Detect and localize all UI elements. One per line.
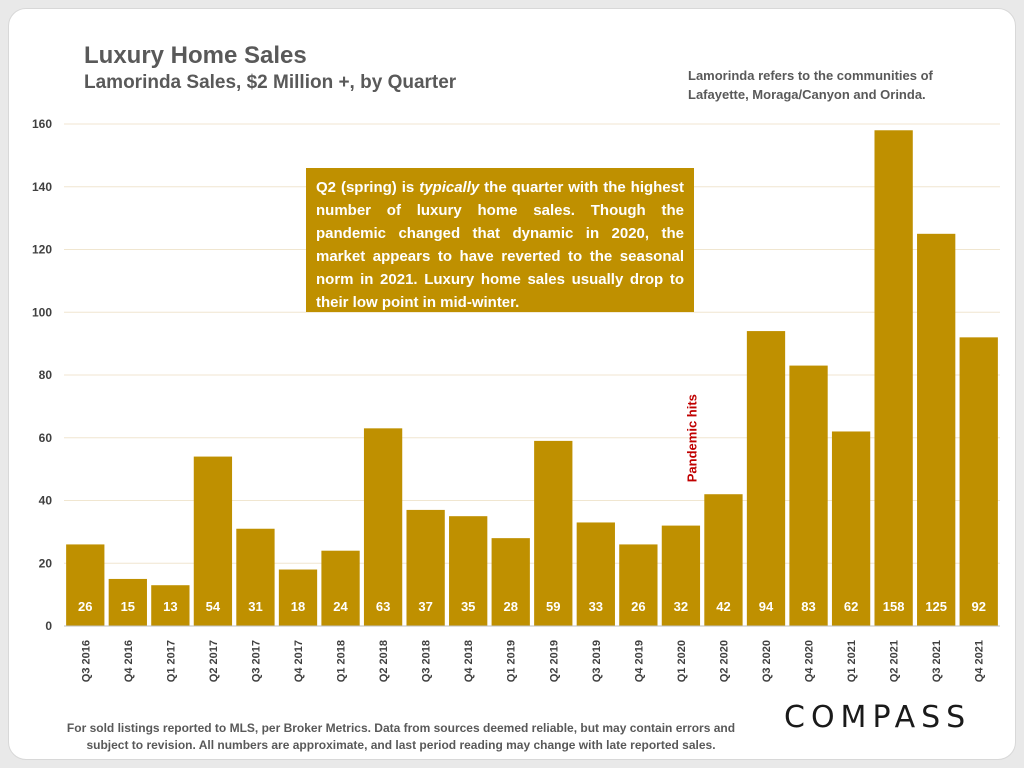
y-tick-label: 60 [39,431,53,445]
x-tick-label: Q4 2018 [463,640,475,682]
bar [151,585,190,626]
x-tick-label: Q3 2017 [250,640,262,682]
bar [321,550,360,626]
data-label: 83 [801,599,815,614]
x-tick-label: Q4 2021 [974,640,986,682]
data-label: 158 [883,599,905,614]
bar [236,528,275,626]
data-label: 32 [674,599,688,614]
x-tick-label: Q1 2018 [336,640,348,682]
x-tick-label: Q1 2021 [846,640,858,682]
y-tick-label: 140 [32,180,52,194]
bar [959,337,998,626]
x-tick-label: Q3 2016 [80,640,92,682]
bar [108,578,147,626]
x-tick-label: Q2 2021 [889,640,901,682]
x-tick-label: Q3 2018 [421,640,433,682]
data-label: 125 [925,599,947,614]
bar [278,569,318,626]
y-tick-label: 40 [39,494,53,508]
bar [789,365,828,626]
bar [449,516,488,626]
x-tick-label: Q4 2016 [123,640,135,682]
y-tick-label: 120 [32,243,52,257]
bar [917,233,956,626]
bar [534,440,573,626]
data-label: 35 [461,599,475,614]
data-label: 54 [206,599,221,614]
data-label: 33 [589,599,603,614]
chart-card [8,8,1016,760]
bar [576,522,615,626]
chart-subtitle: Lamorinda Sales, $2 Million +, by Quarte… [84,72,457,93]
data-label: 26 [631,599,645,614]
callout-box: Q2 (spring) is typically the quarter wit… [306,168,694,312]
data-label: 94 [759,599,774,614]
bar [193,456,233,626]
x-tick-label: Q3 2021 [931,640,943,682]
data-label: 15 [121,599,135,614]
x-tick-label: Q1 2019 [506,640,518,682]
data-label: 24 [333,599,348,614]
chart-title: Luxury Home Sales [84,42,307,69]
data-label: 63 [376,599,390,614]
bar [619,544,658,626]
data-label: 59 [546,599,560,614]
data-label: 18 [291,599,305,614]
callout-text-end: the quarter with the highest number of l… [316,179,684,311]
bar [363,428,403,626]
bar [66,544,105,626]
x-tick-label: Q1 2017 [165,640,177,682]
x-tick-label: Q3 2020 [761,640,773,682]
x-tick-label: Q2 2018 [378,640,390,682]
x-tick-label: Q4 2017 [293,640,305,682]
data-label: 26 [78,599,92,614]
bar [874,130,913,626]
y-tick-label: 160 [32,117,52,131]
bar [746,331,786,626]
bar [491,538,530,626]
y-tick-label: 100 [32,305,52,319]
y-tick-label: 20 [39,556,53,570]
data-label: 42 [716,599,730,614]
data-label: 92 [971,599,985,614]
y-tick-label: 0 [45,619,52,633]
y-tick-label: 80 [39,368,53,382]
x-tick-label: Q3 2019 [591,640,603,682]
data-label: 28 [503,599,517,614]
callout-emphasis: typically [419,179,480,196]
x-tick-label: Q4 2019 [633,640,645,682]
bar [704,494,743,626]
compass-logo: COMPASS [784,700,972,735]
bar [661,525,701,626]
x-tick-label: Q2 2017 [208,640,220,682]
data-label: 31 [248,599,262,614]
bar [831,431,871,626]
pandemic-annotation: Pandemic hits [684,394,699,482]
x-tick-label: Q2 2019 [548,640,560,682]
bar [406,509,445,626]
x-tick-label: Q2 2020 [718,640,730,682]
data-label: 13 [163,599,177,614]
source-footnote: For sold listings reported to MLS, per B… [66,721,736,752]
region-note: Lamorinda refers to the communities of L… [688,68,933,102]
x-tick-label: Q4 2020 [804,640,816,682]
callout-text-start: Q2 (spring) is [316,179,420,196]
data-label: 37 [418,599,432,614]
data-label: 62 [844,599,858,614]
x-tick-label: Q1 2020 [676,640,688,682]
